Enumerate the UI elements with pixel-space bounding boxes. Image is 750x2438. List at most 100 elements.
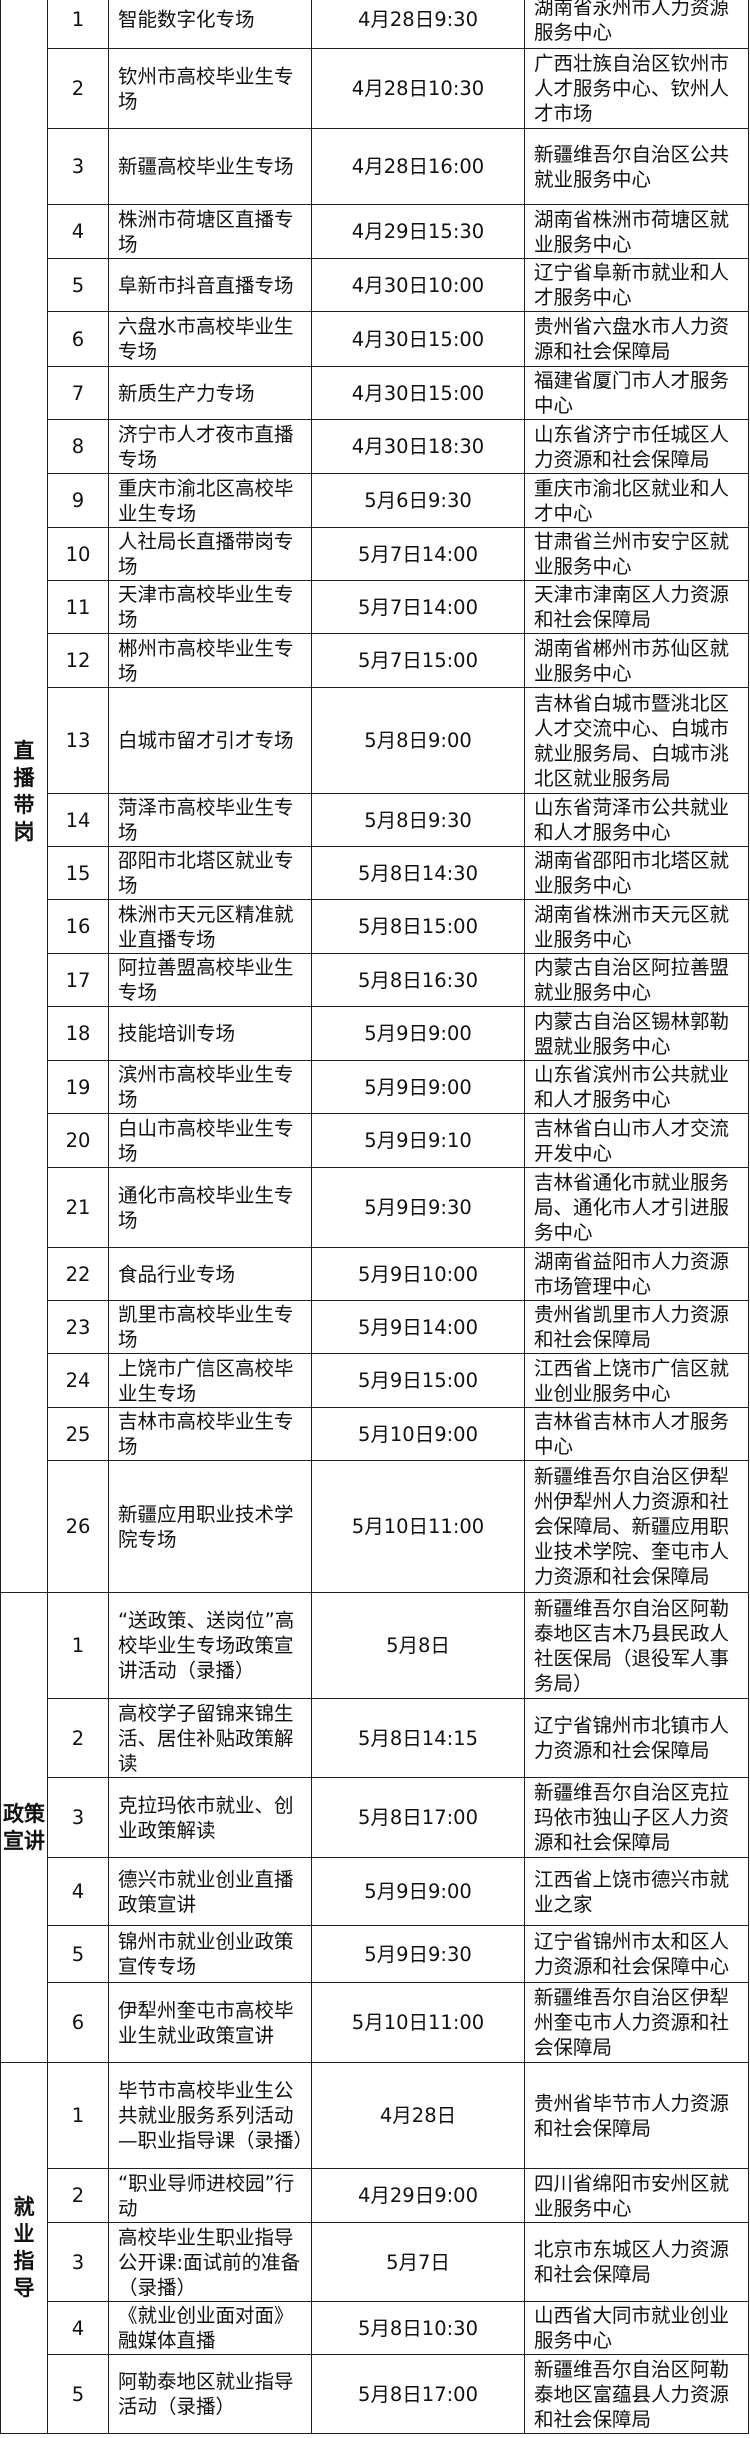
event-name: 阿勒泰地区就业指导活动（录播） (108, 2354, 312, 2434)
row-number: 21 (47, 1167, 109, 1248)
row-number: 6 (47, 1982, 109, 2063)
table-row: 4 德兴市就业创业直播政策宣讲 5月9日9:00 江西省上饶市德兴市就业之家 (1, 1857, 749, 1926)
table-row: 25 吉林市高校毕业生专场 5月10日9:00 吉林省吉林市人才服务中心 (1, 1407, 749, 1461)
event-time: 4月29日9:00 (311, 2168, 525, 2223)
category-cell: 就业指导 (0, 2062, 48, 2434)
event-time: 5月7日14:00 (311, 527, 525, 581)
event-name: 邵阳市北塔区就业专场 (108, 846, 312, 900)
event-name: 技能培训专场 (108, 1006, 312, 1061)
organizer: 北京市东城区人力资源和社会保障局 (524, 2222, 749, 2302)
table-row: 5 锦州市就业创业政策宣传专场 5月9日9:30 辽宁省锦州市太和区人力资源和社会保障… (1, 1925, 749, 1983)
row-number: 3 (47, 2222, 109, 2302)
event-name: 济宁市人才夜市直播专场 (108, 419, 312, 474)
event-time: 4月28日16:00 (311, 128, 525, 205)
table-row: 6 六盘水市高校毕业生专场 4月30日15:00 贵州省六盘水市人力资源和社会保障局 (1, 311, 749, 367)
category-cell: 政策宣讲 (0, 1592, 48, 2063)
table-row: 19 滨州市高校毕业生专场 5月9日9:00 山东省滨州市公共就业和人才服务中心 (1, 1060, 749, 1114)
row-number: 7 (47, 366, 109, 420)
event-time: 5月10日11:00 (311, 1460, 525, 1593)
organizer: 湖南省郴州市苏仙区就业服务中心 (524, 633, 749, 688)
row-number: 2 (47, 2168, 109, 2223)
table-row: 4 《就业创业面对面》融媒体直播 5月8日10:30 山西省大同市就业创业服务中心 (1, 2301, 749, 2355)
event-name: 高校毕业生职业指导公开课:面试前的准备（录播） (108, 2222, 312, 2302)
organizer: 山东省济宁市任城区人力资源和社会保障局 (524, 419, 749, 474)
row-number: 5 (47, 258, 109, 312)
event-time: 5月9日10:00 (311, 1247, 525, 1301)
table-row: 10 人社局长直播带岗专场 5月7日14:00 甘肃省兰州市安宁区就业服务中心 (1, 527, 749, 581)
table-row: 23 凯里市高校毕业生专场 5月9日14:00 贵州省凯里市人力资源和社会保障局 (1, 1300, 749, 1354)
event-name: 智能数字化专场 (108, 0, 312, 49)
row-number: 20 (47, 1113, 109, 1168)
row-number: 5 (47, 2354, 109, 2434)
event-name: 菏泽市高校毕业生专场 (108, 793, 312, 847)
row-number: 12 (47, 633, 109, 688)
event-name: 天津市高校毕业生专场 (108, 580, 312, 634)
table-row: 12 郴州市高校毕业生专场 5月7日15:00 湖南省郴州市苏仙区就业服务中心 (1, 633, 749, 688)
event-name: “职业导师进校园”行动 (108, 2168, 312, 2223)
organizer: 甘肃省兰州市安宁区就业服务中心 (524, 527, 749, 581)
organizer: 贵州省六盘水市人力资源和社会保障局 (524, 311, 749, 367)
table-row: 22 食品行业专场 5月9日10:00 湖南省益阳市人力资源市场管理中心 (1, 1247, 749, 1301)
row-number: 2 (47, 48, 109, 129)
organizer: 福建省厦门市人才服务中心 (524, 366, 749, 420)
table-row: 5 阿勒泰地区就业指导活动（录播） 5月8日17:00 新疆维吾尔自治区阿勒泰地区富蕴… (1, 2354, 749, 2434)
organizer: 山东省菏泽市公共就业和人才服务中心 (524, 793, 749, 847)
event-name: 滨州市高校毕业生专场 (108, 1060, 312, 1114)
event-time: 4月30日15:00 (311, 366, 525, 420)
organizer: 内蒙古自治区阿拉善盟就业服务中心 (524, 953, 749, 1007)
row-number: 22 (47, 1247, 109, 1301)
organizer: 新疆维吾尔自治区公共就业服务中心 (524, 128, 749, 205)
event-name: 阜新市抖音直播专场 (108, 258, 312, 312)
organizer: 湖南省株洲市荷塘区就业服务中心 (524, 204, 749, 259)
row-number: 10 (47, 527, 109, 581)
event-time: 5月9日9:10 (311, 1113, 525, 1168)
organizer: 内蒙古自治区锡林郭勒盟就业服务中心 (524, 1006, 749, 1061)
organizer: 贵州省毕节市人力资源和社会保障局 (524, 2062, 749, 2169)
table-row: 24 上饶市广信区高校毕业生专场 5月9日15:00 江西省上饶市广信区就业创业服务中… (1, 1353, 749, 1408)
table-row: 3 高校毕业生职业指导公开课:面试前的准备（录播） 5月7日 北京市东城区人力资源和社… (1, 2222, 749, 2302)
event-time: 4月30日18:30 (311, 419, 525, 474)
event-name: 高校学子留锦来锦生活、居住补贴政策解读 (108, 1698, 312, 1778)
event-time: 5月8日17:00 (311, 1777, 525, 1858)
event-name: 重庆市渝北区高校毕业生专场 (108, 473, 312, 528)
table-row: 18 技能培训专场 5月9日9:00 内蒙古自治区锡林郭勒盟就业服务中心 (1, 1006, 749, 1061)
row-number: 26 (47, 1460, 109, 1593)
organizer: 新疆维吾尔自治区伊犁州伊犁州人力资源和社会保障局、新疆应用职业技术学院、奎屯市人… (524, 1460, 749, 1593)
event-name: 毕节市高校毕业生公共就业服务系列活动—职业指导课（录播） (108, 2062, 312, 2169)
table-row: 14 菏泽市高校毕业生专场 5月8日9:30 山东省菏泽市公共就业和人才服务中心 (1, 793, 749, 847)
event-name: 伊犁州奎屯市高校毕业生就业政策宣讲 (108, 1982, 312, 2063)
table-row: 6 伊犁州奎屯市高校毕业生就业政策宣讲 5月10日11:00 新疆维吾尔自治区伊犁州奎… (1, 1982, 749, 2063)
table-row: 17 阿拉善盟高校毕业生专场 5月8日16:30 内蒙古自治区阿拉善盟就业服务中心 (1, 953, 749, 1007)
row-number: 24 (47, 1353, 109, 1408)
event-time: 5月8日9:00 (311, 687, 525, 794)
category-label: 政策宣讲 (3, 1801, 45, 1853)
organizer: 吉林省通化市就业服务局、通化市人才引进服务中心 (524, 1167, 749, 1248)
row-number: 1 (47, 0, 109, 49)
table-row: 8 济宁市人才夜市直播专场 4月30日18:30 山东省济宁市任城区人力资源和社会保障… (1, 419, 749, 474)
event-name: 锦州市就业创业政策宣传专场 (108, 1925, 312, 1983)
category-label: 就业指导 (13, 2195, 35, 2300)
event-name: 新疆高校毕业生专场 (108, 128, 312, 205)
table-row: 26 新疆应用职业技术学院专场 5月10日11:00 新疆维吾尔自治区伊犁州伊犁州人力… (1, 1460, 749, 1593)
event-time: 5月9日9:00 (311, 1006, 525, 1061)
event-time: 5月9日9:00 (311, 1060, 525, 1114)
table-row: 就业指导 1 毕节市高校毕业生公共就业服务系列活动—职业指导课（录播） 4月28日 贵州… (0, 2062, 749, 2434)
table-row: 2 “职业导师进校园”行动 4月29日9:00 四川省绵阳市安州区就业服务中心 (1, 2168, 749, 2223)
event-name: 六盘水市高校毕业生专场 (108, 311, 312, 367)
row-number: 4 (47, 2301, 109, 2355)
row-number: 3 (47, 128, 109, 205)
table-row: 16 株洲市天元区精准就业直播专场 5月8日15:00 湖南省株洲市天元区就业服务中心 (1, 899, 749, 954)
table-row: 7 新质生产力专场 4月30日15:00 福建省厦门市人才服务中心 (1, 366, 749, 420)
organizer: 新疆维吾尔自治区阿勒泰地区吉木乃县民政人社医保局（退役军人事务局） (524, 1592, 749, 1699)
event-time: 5月10日11:00 (311, 1982, 525, 2063)
event-time: 4月30日10:00 (311, 258, 525, 312)
row-number: 1 (47, 1592, 109, 1699)
table-row: 4 株洲市荷塘区直播专场 4月29日15:30 湖南省株洲市荷塘区就业服务中心 (1, 204, 749, 259)
row-number: 17 (47, 953, 109, 1007)
organizer: 湖南省益阳市人力资源市场管理中心 (524, 1247, 749, 1301)
row-number: 6 (47, 311, 109, 367)
organizer: 辽宁省阜新市就业和人才服务中心 (524, 258, 749, 312)
event-time: 5月8日10:30 (311, 2301, 525, 2355)
table-row: 直播带岗 1 智能数字化专场 4月28日9:30 湖南省永州市人力资源服务中心 (0, 0, 749, 1593)
table-row: 15 邵阳市北塔区就业专场 5月8日14:30 湖南省邵阳市北塔区就业服务中心 (1, 846, 749, 900)
